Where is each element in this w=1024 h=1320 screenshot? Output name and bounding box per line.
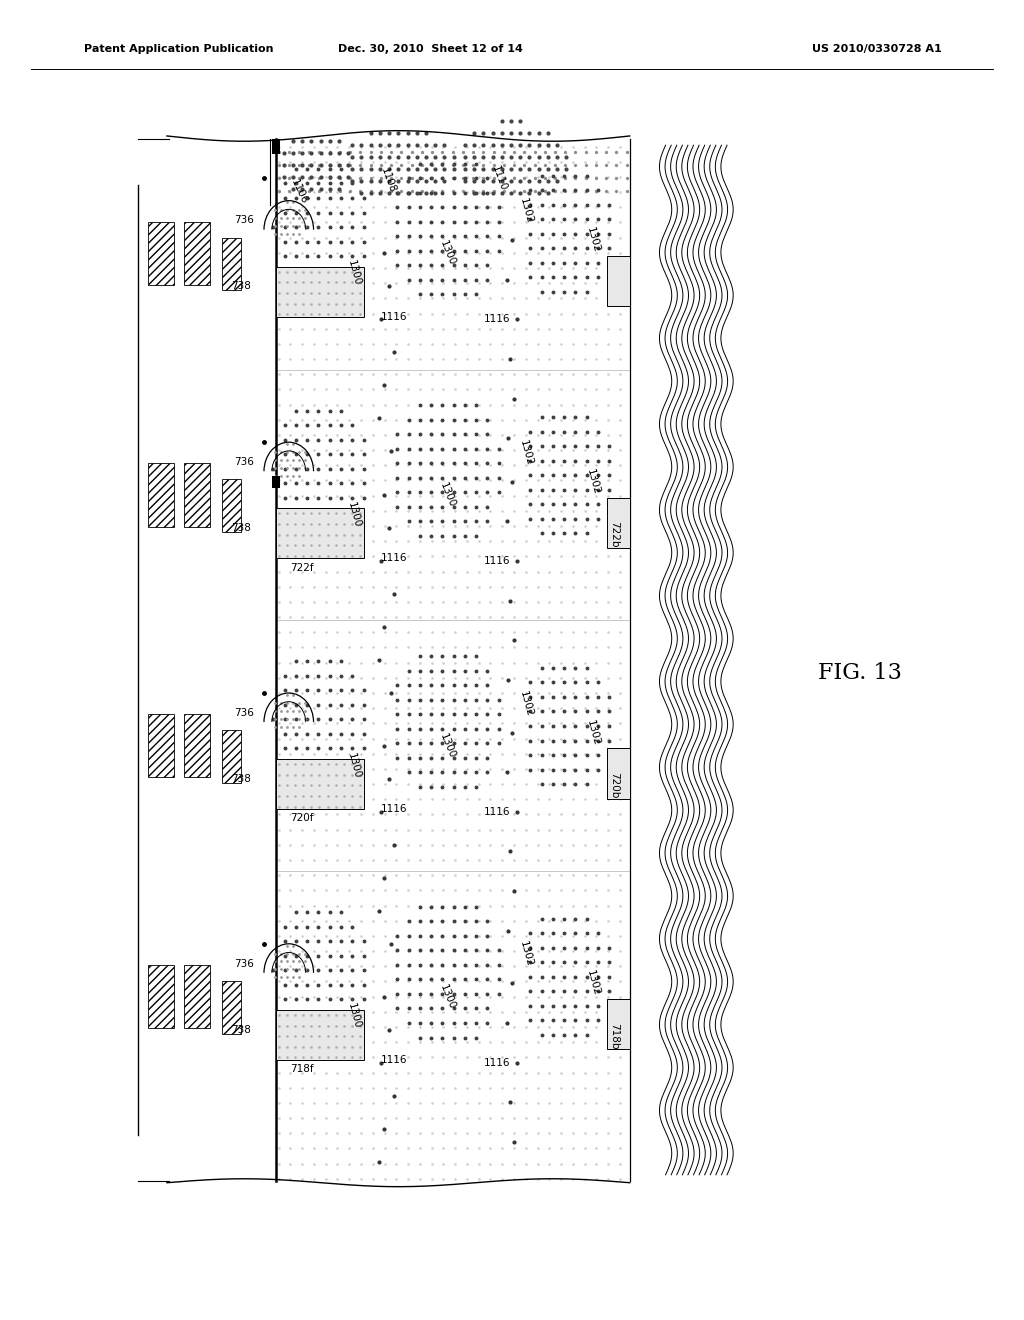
Text: 1116: 1116 (381, 553, 408, 564)
Bar (272, 139, 280, 154)
Text: Dec. 30, 2010  Sheet 12 of 14: Dec. 30, 2010 Sheet 12 of 14 (338, 44, 522, 54)
Text: US 2010/0330728 A1: US 2010/0330728 A1 (812, 44, 942, 54)
Bar (148, 222, 174, 285)
Bar (607, 748, 630, 799)
Text: 1106: 1106 (289, 177, 309, 206)
Text: 738: 738 (231, 1024, 251, 1035)
Bar (607, 498, 630, 548)
Bar (276, 759, 364, 809)
Bar (607, 256, 630, 306)
Text: 1110: 1110 (489, 164, 508, 193)
Text: 736: 736 (234, 215, 254, 226)
Bar (222, 730, 241, 783)
Bar (184, 222, 210, 285)
Bar (272, 475, 280, 488)
Text: 1108: 1108 (379, 166, 397, 195)
Text: 1300: 1300 (438, 239, 458, 268)
Text: 1300: 1300 (346, 1002, 362, 1031)
Bar (222, 238, 241, 290)
Text: 1116: 1116 (483, 314, 510, 325)
Text: 1116: 1116 (483, 807, 510, 817)
Bar (276, 267, 364, 317)
Text: 738: 738 (231, 523, 251, 533)
Text: 718f: 718f (290, 1064, 314, 1074)
Text: 1116: 1116 (381, 1055, 408, 1065)
Text: 736: 736 (234, 457, 254, 467)
Bar (148, 965, 174, 1028)
Bar (184, 965, 210, 1028)
Text: 736: 736 (234, 708, 254, 718)
Text: 722f: 722f (290, 562, 314, 573)
Text: 1302: 1302 (518, 438, 535, 467)
Text: 738: 738 (231, 281, 251, 292)
Text: 1302: 1302 (585, 718, 601, 747)
Bar (184, 463, 210, 527)
Text: 1302: 1302 (518, 940, 535, 969)
Text: Patent Application Publication: Patent Application Publication (84, 44, 273, 54)
Text: 1116: 1116 (483, 1057, 510, 1068)
Text: 1300: 1300 (346, 259, 362, 288)
Text: 1302: 1302 (585, 226, 601, 255)
Text: 718b: 718b (609, 1023, 620, 1049)
Text: 1116: 1116 (381, 312, 408, 322)
Text: 1302: 1302 (518, 197, 535, 226)
Text: 738: 738 (231, 774, 251, 784)
Bar (148, 463, 174, 527)
Text: 1302: 1302 (585, 969, 601, 998)
Text: 1302: 1302 (518, 689, 535, 718)
Text: 1302: 1302 (585, 467, 601, 496)
Text: 1300: 1300 (346, 500, 362, 529)
Bar (148, 714, 174, 777)
Text: FIG. 13: FIG. 13 (818, 663, 902, 684)
Bar (184, 714, 210, 777)
Bar (276, 1010, 364, 1060)
Text: 1116: 1116 (483, 556, 510, 566)
Text: 1300: 1300 (438, 480, 458, 510)
Bar (222, 981, 241, 1034)
Text: 1300: 1300 (438, 731, 458, 760)
Text: 1300: 1300 (346, 751, 362, 780)
Text: 1300: 1300 (438, 982, 458, 1011)
Text: 722b: 722b (609, 521, 620, 548)
Text: 736: 736 (234, 958, 254, 969)
Bar (222, 479, 241, 532)
Bar (276, 508, 364, 558)
Text: 1116: 1116 (381, 804, 408, 814)
Text: 720b: 720b (609, 772, 620, 799)
Text: 720f: 720f (291, 813, 313, 824)
Bar (607, 999, 630, 1049)
